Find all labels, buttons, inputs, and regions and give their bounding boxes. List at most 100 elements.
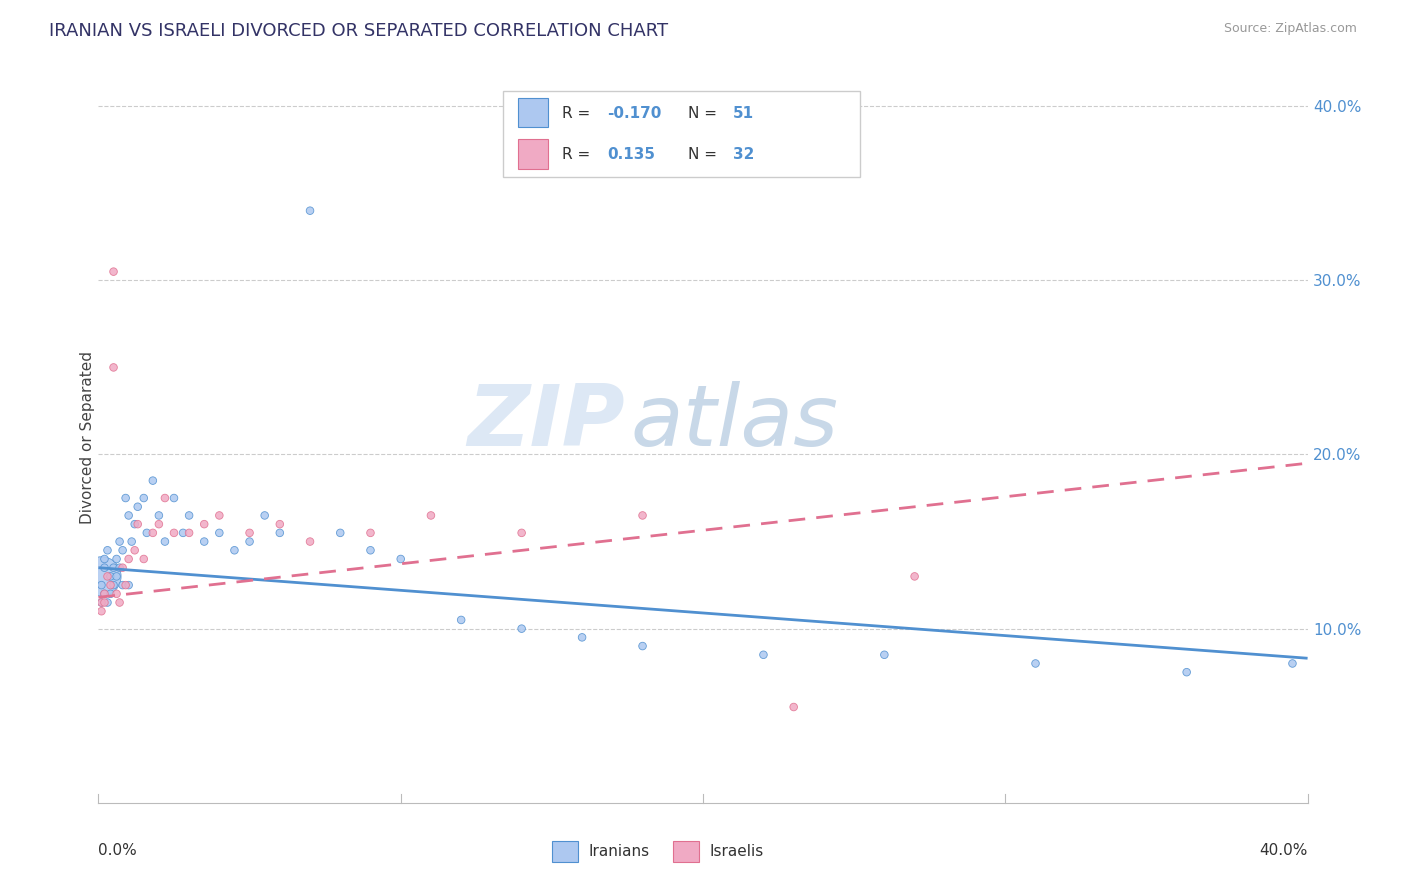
Point (179, 525, 201, 540)
Point (142, 474, 165, 488)
Text: R =: R = (561, 106, 595, 120)
Point (360, 525, 382, 540)
Point (360, 543, 382, 558)
Point (269, 525, 291, 540)
Text: Source: ZipAtlas.com: Source: ZipAtlas.com (1223, 22, 1357, 36)
Point (193, 534, 215, 549)
Point (1175, 665, 1198, 680)
Text: atlas: atlas (630, 381, 838, 464)
Point (103, 360, 125, 375)
Text: Israelis: Israelis (709, 844, 763, 859)
Point (111, 543, 134, 558)
Point (108, 560, 131, 574)
Point (269, 517, 291, 532)
Point (100, 569, 122, 583)
Point (389, 552, 412, 566)
Point (124, 543, 146, 558)
FancyBboxPatch shape (517, 98, 548, 128)
Point (103, 265, 125, 279)
Point (96, 543, 118, 558)
Point (108, 595, 131, 609)
Point (172, 525, 194, 540)
Point (93, 587, 115, 601)
Point (510, 525, 533, 540)
Point (90, 569, 112, 583)
Point (96, 569, 118, 583)
Point (193, 517, 215, 532)
Point (121, 534, 143, 549)
Point (93, 595, 115, 609)
Point (783, 700, 806, 714)
Point (631, 508, 654, 523)
Point (100, 587, 122, 601)
Point (239, 534, 262, 549)
Point (239, 525, 262, 540)
Point (93, 552, 115, 566)
Point (873, 648, 896, 662)
Point (124, 517, 146, 532)
Point (420, 508, 443, 523)
Point (148, 508, 170, 523)
Point (103, 578, 125, 592)
Point (631, 639, 654, 653)
FancyBboxPatch shape (503, 91, 860, 178)
Text: N =: N = (689, 147, 723, 162)
FancyBboxPatch shape (672, 841, 699, 862)
Point (148, 517, 170, 532)
Point (108, 534, 131, 549)
Point (450, 613, 472, 627)
Y-axis label: Divorced or Separated: Divorced or Separated (80, 351, 94, 524)
Point (510, 622, 533, 636)
Point (153, 534, 176, 549)
FancyBboxPatch shape (517, 139, 548, 169)
Point (118, 508, 141, 523)
Text: 0.135: 0.135 (607, 147, 655, 162)
Point (153, 491, 176, 505)
Point (127, 500, 149, 514)
Point (329, 525, 352, 540)
Point (142, 525, 165, 540)
Text: 51: 51 (734, 106, 755, 120)
Point (90, 595, 112, 609)
Point (253, 508, 276, 523)
Point (118, 578, 141, 592)
Point (93, 560, 115, 574)
Point (127, 517, 149, 532)
Point (96, 595, 118, 609)
Point (111, 578, 134, 592)
Point (114, 578, 136, 592)
Point (93, 587, 115, 601)
Point (904, 569, 927, 583)
Point (100, 578, 122, 592)
Point (118, 552, 141, 566)
Point (208, 525, 231, 540)
Point (114, 491, 136, 505)
Text: R =: R = (561, 147, 595, 162)
Point (224, 543, 246, 558)
Point (571, 631, 593, 645)
Point (163, 491, 186, 505)
Point (90, 578, 112, 592)
Point (299, 203, 322, 218)
Text: IRANIAN VS ISRAELI DIVORCED OR SEPARATED CORRELATION CHART: IRANIAN VS ISRAELI DIVORCED OR SEPARATED… (49, 22, 668, 40)
Point (105, 552, 128, 566)
Point (135, 525, 157, 540)
Point (90, 604, 112, 618)
Text: -0.170: -0.170 (607, 106, 662, 120)
Point (105, 587, 128, 601)
Text: N =: N = (689, 106, 723, 120)
Point (105, 569, 128, 583)
Point (103, 560, 125, 574)
Point (111, 560, 134, 574)
Text: ZIP: ZIP (467, 381, 624, 464)
Point (179, 508, 201, 523)
Point (132, 552, 155, 566)
Text: 40.0%: 40.0% (1260, 843, 1308, 858)
Point (208, 508, 231, 523)
Point (163, 525, 186, 540)
Point (132, 491, 155, 505)
Point (1024, 657, 1046, 671)
FancyBboxPatch shape (551, 841, 578, 862)
Point (90, 595, 112, 609)
Point (299, 534, 322, 549)
